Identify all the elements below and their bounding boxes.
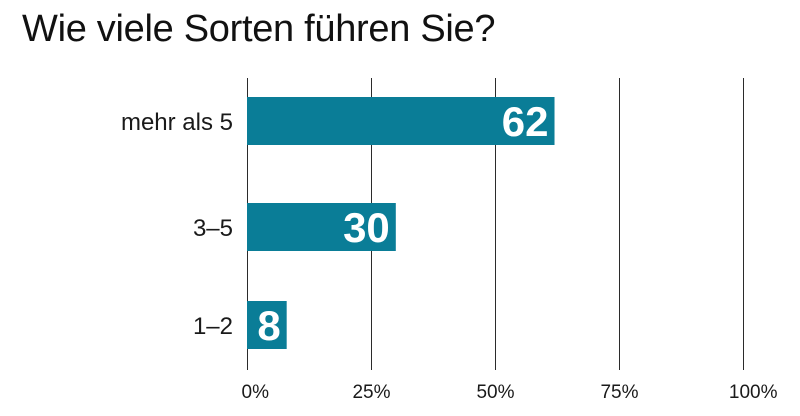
category-labels: mehr als 5 3–5 1–2 [121, 109, 233, 340]
category-label: 1–2 [193, 313, 233, 340]
category-label: mehr als 5 [121, 109, 233, 136]
bar [247, 97, 555, 145]
bar-value-label: 62 [502, 98, 549, 145]
x-tick-label: 75% [600, 382, 638, 403]
bar-value-label: 30 [343, 204, 390, 251]
x-tick-label: 25% [352, 382, 390, 403]
x-tick-labels: 0% 25% 50% 75% 100% [242, 382, 778, 403]
x-tick-label: 0% [242, 382, 270, 403]
bar-value-label: 8 [257, 302, 280, 349]
bar [247, 203, 396, 251]
chart-title: Wie viele Sorten führen Sie? [22, 8, 496, 50]
bars: 62 30 8 [247, 97, 555, 349]
category-label: 3–5 [193, 215, 233, 242]
x-tick-label: 100% [729, 382, 778, 403]
x-tick-label: 50% [476, 382, 514, 403]
bar [247, 301, 287, 349]
